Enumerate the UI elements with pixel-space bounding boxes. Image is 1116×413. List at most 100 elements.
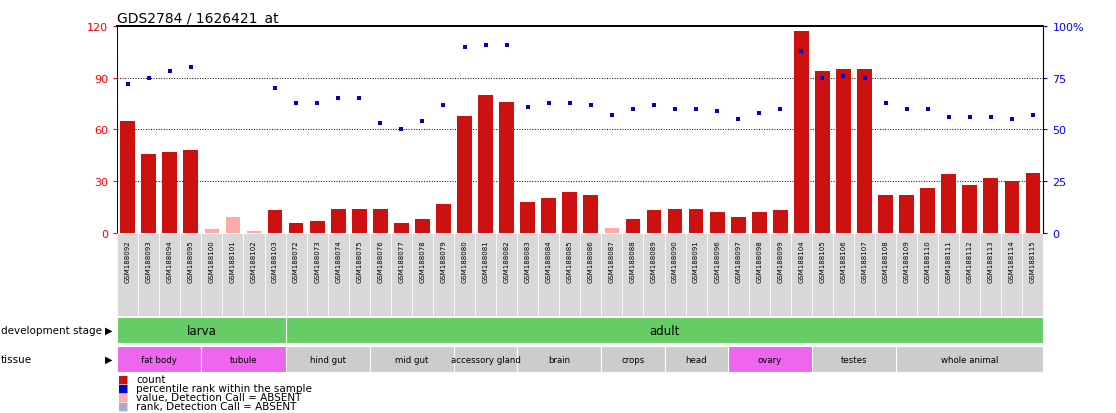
Bar: [348, 233, 369, 316]
Bar: [328, 233, 349, 316]
Text: GSM188080: GSM188080: [462, 240, 468, 282]
Bar: [225, 218, 240, 233]
Bar: [121, 121, 135, 233]
Bar: [243, 233, 264, 316]
Text: GSM188087: GSM188087: [609, 240, 615, 282]
Text: value, Detection Call = ABSENT: value, Detection Call = ABSENT: [136, 392, 301, 402]
Text: GSM188093: GSM188093: [146, 240, 152, 282]
Text: larva: larva: [186, 324, 217, 337]
Text: GSM188072: GSM188072: [294, 240, 299, 282]
Bar: [812, 233, 833, 316]
Text: ■: ■: [118, 374, 128, 384]
Bar: [644, 233, 664, 316]
Bar: [201, 346, 286, 373]
Text: accessory gland: accessory gland: [451, 355, 520, 364]
Bar: [247, 232, 261, 233]
Text: GSM188107: GSM188107: [862, 240, 867, 282]
Bar: [710, 213, 724, 233]
Text: GSM188111: GSM188111: [945, 240, 952, 282]
Bar: [479, 96, 493, 233]
Bar: [454, 233, 475, 316]
Bar: [183, 151, 199, 233]
Bar: [770, 233, 791, 316]
Bar: [791, 233, 812, 316]
Bar: [749, 233, 770, 316]
Bar: [352, 209, 367, 233]
Bar: [980, 233, 1001, 316]
Bar: [310, 221, 325, 233]
Bar: [160, 233, 181, 316]
Text: testes: testes: [840, 355, 867, 364]
Bar: [896, 346, 1043, 373]
Bar: [706, 233, 728, 316]
Text: count: count: [136, 374, 165, 384]
Bar: [685, 233, 706, 316]
Text: ovary: ovary: [758, 355, 782, 364]
Text: GSM188100: GSM188100: [209, 240, 215, 282]
Text: GSM188090: GSM188090: [672, 240, 679, 282]
Bar: [369, 346, 454, 373]
Bar: [836, 70, 850, 233]
Bar: [559, 233, 580, 316]
Bar: [286, 317, 1043, 344]
Text: ▶: ▶: [105, 354, 113, 364]
Text: fat body: fat body: [142, 355, 177, 364]
Bar: [896, 233, 917, 316]
Bar: [268, 211, 282, 233]
Text: GSM188098: GSM188098: [757, 240, 762, 282]
Bar: [117, 233, 138, 316]
Bar: [689, 209, 703, 233]
Text: GSM188106: GSM188106: [840, 240, 846, 282]
Text: adult: adult: [650, 324, 680, 337]
Bar: [664, 346, 728, 373]
Bar: [1001, 233, 1022, 316]
Bar: [584, 195, 598, 233]
Text: GSM188105: GSM188105: [819, 240, 826, 282]
Bar: [728, 346, 812, 373]
Text: GSM188115: GSM188115: [1030, 240, 1036, 282]
Bar: [1026, 173, 1040, 233]
Bar: [538, 233, 559, 316]
Text: tissue: tissue: [1, 354, 32, 364]
Bar: [833, 233, 854, 316]
Bar: [960, 233, 980, 316]
Text: brain: brain: [548, 355, 570, 364]
Bar: [646, 211, 662, 233]
Text: mid gut: mid gut: [395, 355, 429, 364]
Bar: [602, 233, 623, 316]
Bar: [605, 228, 619, 233]
Text: GSM188095: GSM188095: [187, 240, 194, 282]
Bar: [1004, 182, 1019, 233]
Text: GSM188084: GSM188084: [546, 240, 551, 282]
Bar: [117, 346, 201, 373]
Bar: [330, 209, 346, 233]
Text: GDS2784 / 1626421_at: GDS2784 / 1626421_at: [117, 12, 279, 26]
Bar: [163, 152, 177, 233]
Bar: [917, 233, 939, 316]
Bar: [204, 230, 219, 233]
Bar: [307, 233, 328, 316]
Bar: [222, 233, 243, 316]
Bar: [793, 32, 809, 233]
Text: percentile rank within the sample: percentile rank within the sample: [136, 383, 312, 393]
Text: GSM188114: GSM188114: [1009, 240, 1014, 282]
Bar: [580, 233, 602, 316]
Bar: [373, 209, 387, 233]
Text: development stage: development stage: [1, 325, 103, 335]
Text: GSM188099: GSM188099: [778, 240, 783, 282]
Text: whole animal: whole animal: [941, 355, 999, 364]
Text: hind gut: hind gut: [310, 355, 346, 364]
Bar: [854, 233, 875, 316]
Bar: [458, 116, 472, 233]
Bar: [142, 154, 156, 233]
Bar: [1022, 233, 1043, 316]
Bar: [475, 233, 497, 316]
Bar: [520, 202, 535, 233]
Text: rank, Detection Call = ABSENT: rank, Detection Call = ABSENT: [136, 401, 297, 411]
Text: GSM188108: GSM188108: [883, 240, 888, 282]
Text: GSM188076: GSM188076: [377, 240, 383, 282]
Text: GSM188089: GSM188089: [651, 240, 657, 282]
Bar: [497, 233, 517, 316]
Text: ■: ■: [118, 392, 128, 402]
Bar: [942, 175, 956, 233]
